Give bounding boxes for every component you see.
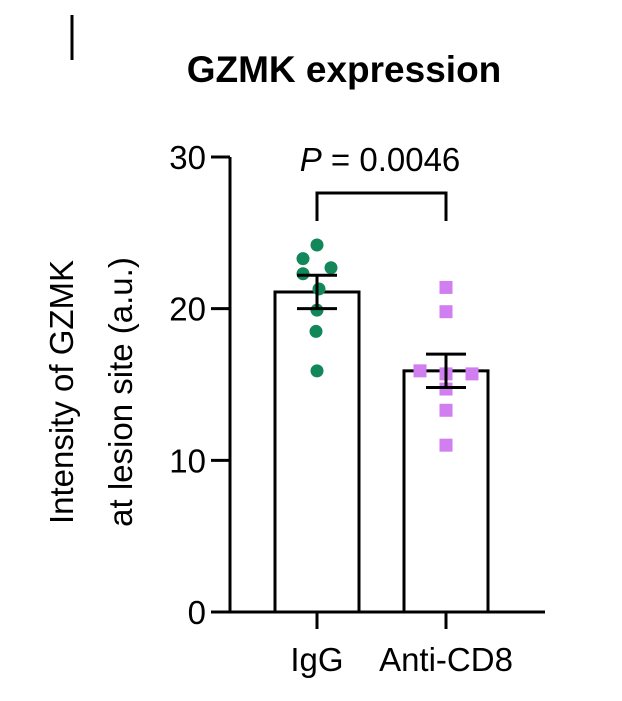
significance-label: P = 0.0046 (300, 141, 461, 178)
y-tick-label-2: 20 (169, 291, 206, 328)
y-axis-label-line1: Intensity of GZMK (43, 260, 80, 524)
point-1-6 (439, 403, 453, 417)
chart-marks: 0 10 20 30 IgG Anti-CD8 (169, 139, 545, 678)
bar-0 (273, 290, 361, 614)
x-tick-label-0: IgG (290, 641, 343, 678)
point-1-4 (465, 367, 479, 381)
point-1-2 (413, 364, 427, 378)
point-0-0 (310, 238, 324, 252)
point-0-3 (296, 267, 310, 281)
y-tick-label-3: 30 (169, 139, 206, 176)
point-0-2 (324, 261, 338, 275)
y-tick-label-1: 10 (169, 442, 206, 479)
point-1-7 (439, 438, 453, 452)
point-1-5 (439, 382, 453, 396)
y-axis-label-line2: at lesion site (a.u.) (102, 257, 139, 527)
y-tick-label-0: 0 (188, 594, 206, 631)
point-0-5 (310, 303, 324, 317)
significance-bracket (315, 191, 448, 221)
point-0-4 (312, 282, 326, 296)
point-1-1 (439, 305, 453, 319)
chart-title: GZMK expression (187, 49, 502, 90)
point-0-6 (309, 324, 323, 338)
x-tick-label-1: Anti-CD8 (379, 641, 513, 678)
point-0-1 (296, 252, 310, 266)
point-1-0 (439, 280, 453, 294)
point-0-7 (310, 364, 324, 378)
